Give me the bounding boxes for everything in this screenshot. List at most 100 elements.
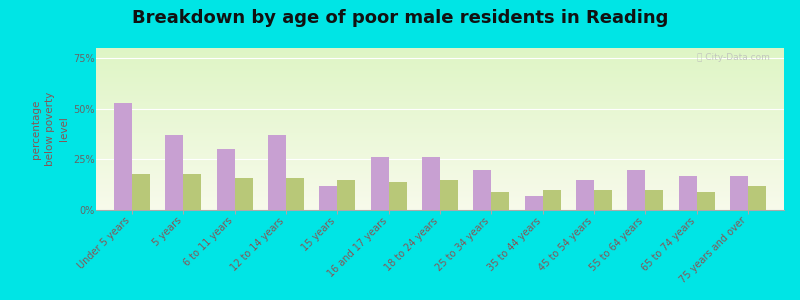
Bar: [268, 135, 286, 210]
Bar: [96, 108, 784, 109]
Bar: [96, 141, 784, 142]
Bar: [96, 207, 784, 208]
Bar: [96, 48, 784, 49]
Bar: [319, 186, 338, 210]
Y-axis label: percentage
below poverty
level: percentage below poverty level: [31, 92, 69, 166]
Bar: [286, 178, 304, 210]
Bar: [697, 192, 714, 210]
Bar: [96, 196, 784, 197]
Bar: [96, 162, 784, 163]
Bar: [96, 183, 784, 184]
Bar: [96, 50, 784, 51]
Bar: [96, 195, 784, 196]
Bar: [96, 155, 784, 156]
Bar: [132, 173, 150, 210]
Bar: [96, 85, 784, 86]
Bar: [96, 166, 784, 167]
Bar: [96, 69, 784, 70]
Bar: [96, 144, 784, 145]
Bar: [370, 157, 389, 210]
Bar: [96, 116, 784, 117]
Bar: [96, 121, 784, 122]
Bar: [96, 134, 784, 135]
Bar: [96, 117, 784, 118]
Text: ⓘ City-Data.com: ⓘ City-Data.com: [698, 53, 770, 62]
Bar: [96, 178, 784, 179]
Bar: [542, 190, 561, 210]
Bar: [96, 87, 784, 88]
Bar: [96, 84, 784, 85]
Bar: [96, 115, 784, 116]
Bar: [96, 73, 784, 74]
Bar: [96, 103, 784, 104]
Bar: [96, 72, 784, 73]
Bar: [96, 175, 784, 176]
Bar: [96, 156, 784, 157]
Bar: [96, 91, 784, 92]
Bar: [96, 89, 784, 90]
Bar: [96, 92, 784, 93]
Bar: [96, 150, 784, 151]
Bar: [96, 54, 784, 55]
Bar: [96, 128, 784, 129]
Bar: [96, 194, 784, 195]
Bar: [96, 160, 784, 161]
Bar: [96, 53, 784, 54]
Bar: [96, 185, 784, 186]
Bar: [96, 206, 784, 207]
Bar: [96, 139, 784, 140]
Bar: [96, 197, 784, 198]
Bar: [338, 180, 355, 210]
Bar: [525, 196, 542, 210]
Bar: [96, 123, 784, 124]
Bar: [474, 169, 491, 210]
Bar: [96, 52, 784, 53]
Bar: [96, 82, 784, 83]
Bar: [627, 169, 646, 210]
Bar: [96, 101, 784, 102]
Bar: [96, 147, 784, 148]
Bar: [96, 114, 784, 115]
Bar: [96, 165, 784, 166]
Bar: [96, 49, 784, 50]
Bar: [96, 78, 784, 79]
Bar: [96, 118, 784, 119]
Bar: [96, 100, 784, 101]
Bar: [96, 179, 784, 180]
Bar: [96, 95, 784, 96]
Bar: [96, 146, 784, 147]
Bar: [96, 164, 784, 165]
Bar: [114, 103, 132, 210]
Bar: [96, 109, 784, 110]
Bar: [96, 94, 784, 95]
Bar: [96, 198, 784, 199]
Bar: [96, 125, 784, 126]
Bar: [96, 161, 784, 162]
Bar: [96, 90, 784, 91]
Bar: [217, 149, 234, 210]
Bar: [96, 203, 784, 204]
Bar: [96, 192, 784, 193]
Bar: [96, 55, 784, 56]
Bar: [96, 127, 784, 128]
Bar: [96, 180, 784, 181]
Bar: [96, 188, 784, 189]
Bar: [96, 140, 784, 141]
Bar: [96, 56, 784, 57]
Bar: [96, 158, 784, 159]
Bar: [96, 97, 784, 98]
Bar: [96, 186, 784, 187]
Bar: [96, 75, 784, 76]
Bar: [96, 184, 784, 185]
Bar: [422, 157, 440, 210]
Bar: [96, 176, 784, 177]
Bar: [96, 81, 784, 82]
Bar: [96, 120, 784, 121]
Bar: [96, 205, 784, 206]
Bar: [96, 159, 784, 160]
Bar: [96, 80, 784, 81]
Bar: [96, 173, 784, 174]
Bar: [96, 74, 784, 75]
Bar: [96, 190, 784, 191]
Bar: [576, 180, 594, 210]
